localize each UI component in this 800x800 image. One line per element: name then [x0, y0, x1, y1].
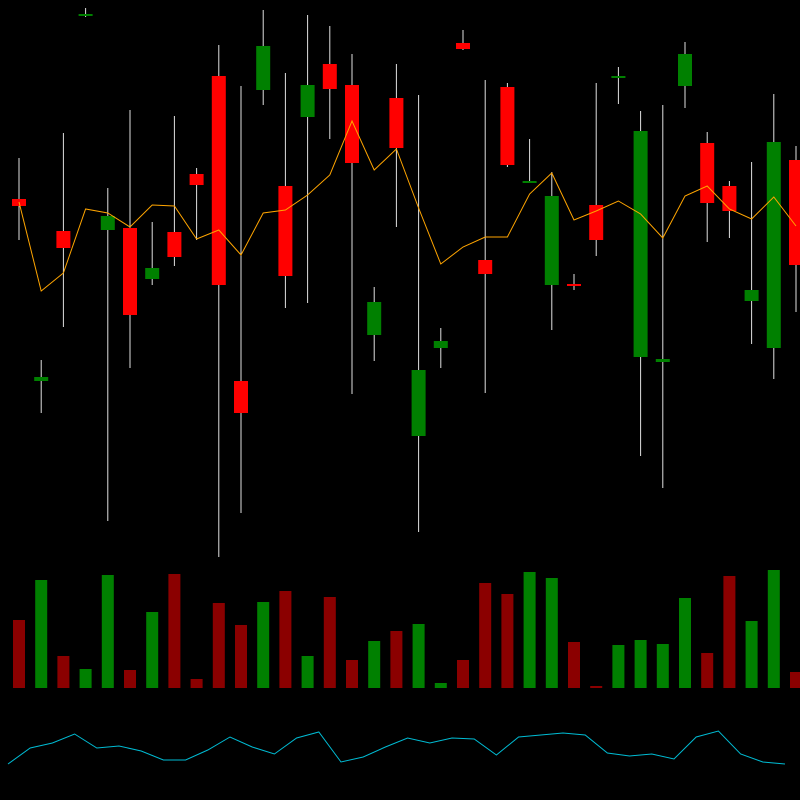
candle-body	[789, 160, 800, 265]
volume-bar	[790, 672, 800, 688]
volume-bar	[656, 644, 669, 688]
volume-bar	[679, 598, 691, 688]
volume-bar	[523, 572, 536, 688]
candle-body	[278, 186, 293, 276]
volume-bar	[35, 580, 48, 688]
candle-body	[100, 216, 115, 230]
volume-bar	[745, 621, 758, 688]
candle-body	[633, 131, 648, 357]
candle-body	[411, 370, 426, 436]
candle-body	[544, 196, 559, 285]
candle-body	[234, 381, 248, 413]
volume-bar	[235, 625, 247, 688]
candle-body	[678, 54, 692, 86]
candle-body	[567, 284, 581, 286]
volume-bar	[13, 620, 25, 688]
candle-body	[456, 43, 470, 49]
candle-body	[722, 186, 737, 211]
candle-body	[167, 232, 182, 257]
volume-bar	[390, 631, 403, 688]
indicator-line	[7, 730, 786, 765]
volume-bar	[146, 612, 159, 688]
volume-bar	[57, 656, 70, 688]
candle-body	[211, 76, 226, 285]
candle-body	[123, 228, 137, 315]
candle-body	[700, 143, 715, 203]
volume-bar	[612, 645, 625, 688]
candle-body	[500, 87, 515, 165]
volume-bar	[323, 597, 336, 688]
volume-bar	[124, 670, 136, 688]
candle-body	[433, 341, 448, 348]
volume-bar	[590, 686, 603, 688]
candle-body	[522, 181, 537, 183]
volume-bar	[412, 624, 425, 688]
candle-body	[145, 268, 160, 279]
volume-bar	[701, 653, 714, 688]
candle-body	[322, 64, 337, 89]
candle-body	[744, 290, 759, 301]
volume-bar	[168, 574, 181, 688]
candle-body	[345, 85, 359, 163]
volume-bar	[101, 575, 114, 688]
volume-bar	[346, 660, 358, 688]
volume-bar	[434, 683, 447, 688]
moving-average-line	[18, 119, 797, 292]
candle-body	[256, 46, 271, 90]
volume-bar	[257, 602, 270, 688]
candle-body	[655, 359, 670, 362]
candle-body	[611, 76, 626, 78]
volume-bar	[301, 656, 314, 688]
volume-bar	[279, 591, 292, 688]
candle-body	[589, 205, 604, 240]
volume-bar	[545, 578, 558, 688]
candle-body	[34, 377, 49, 381]
volume-bar	[723, 576, 736, 688]
volume-bar	[568, 642, 580, 688]
candle-body	[367, 302, 382, 335]
volume-bar	[457, 660, 469, 688]
candle-body	[766, 142, 781, 348]
volume-bar	[634, 640, 647, 688]
candle-body	[56, 231, 71, 248]
candle-body	[78, 14, 93, 16]
volume-bar	[212, 603, 225, 688]
candle-body	[389, 98, 404, 148]
candle-body	[478, 260, 493, 274]
candle-body	[189, 174, 204, 185]
volume-bar	[190, 679, 203, 688]
volume-bar	[368, 641, 381, 688]
volume-bar	[501, 594, 514, 688]
volume-bar	[767, 570, 780, 688]
candle-body	[300, 85, 315, 117]
volume-bar	[479, 583, 492, 688]
volume-bar	[79, 669, 92, 688]
